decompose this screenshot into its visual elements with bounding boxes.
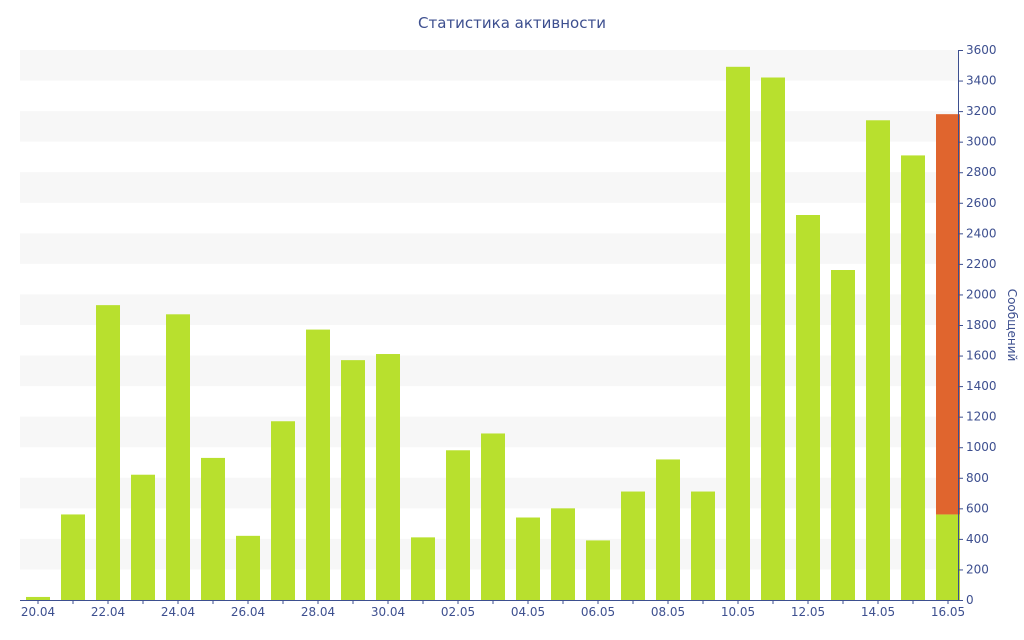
bar-main-26.04 <box>236 536 260 600</box>
bar-main-07.05 <box>621 492 645 600</box>
x-tick-label: 22.04 <box>91 605 125 619</box>
y-tick-label: 800 <box>966 471 989 485</box>
y-tick-label: 3600 <box>966 43 997 57</box>
y-axis: 0 200 400 600 800 1000 1200 1400 1600 1800 2000 220… <box>958 43 997 607</box>
bar-main-11.05 <box>761 78 785 601</box>
bar-main-12.05 <box>796 215 820 600</box>
x-tick-label: 04.05 <box>511 605 545 619</box>
x-tick-label: 30.04 <box>371 605 405 619</box>
bar-main-14.05 <box>866 120 890 600</box>
y-tick-label: 2600 <box>966 196 997 210</box>
bars <box>26 67 960 600</box>
y-tick-label: 2800 <box>966 165 997 179</box>
grid-band <box>20 172 958 203</box>
y-tick-label: 0 <box>966 593 974 607</box>
bar-main-05.05 <box>551 508 575 600</box>
x-tick-label: 28.04 <box>301 605 335 619</box>
y-tick-label: 1400 <box>966 379 997 393</box>
x-tick-label: 26.04 <box>231 605 265 619</box>
bar-main-30.04 <box>376 354 400 600</box>
x-tick-label: 06.05 <box>581 605 615 619</box>
bar-main-02.05 <box>446 450 470 600</box>
y-tick-label: 1000 <box>966 440 997 454</box>
bar-main-22.04 <box>96 305 120 600</box>
x-axis: 20.04 22.04 24.04 26.04 28.04 30.04 02.05 04.05… <box>20 600 965 619</box>
bar-main-24.04 <box>166 314 190 600</box>
bar-main-06.05 <box>586 540 610 600</box>
bar-main-21.04 <box>61 514 85 600</box>
y-tick-label: 200 <box>966 562 989 576</box>
bar-main-23.04 <box>131 475 155 600</box>
y-tick-label: 2000 <box>966 287 997 301</box>
bar-extra-16.05 <box>936 114 960 514</box>
grid-band <box>20 50 958 81</box>
x-tick-label: 02.05 <box>441 605 475 619</box>
bar-main-04.05 <box>516 518 540 601</box>
y-tick-label: 2200 <box>966 257 997 271</box>
y-tick-label: 2400 <box>966 226 997 240</box>
bar-main-29.04 <box>341 360 365 600</box>
x-tick-label: 24.04 <box>161 605 195 619</box>
x-tick-label: 14.05 <box>861 605 895 619</box>
bar-main-10.05 <box>726 67 750 600</box>
y-tick-label: 1200 <box>966 410 997 424</box>
bar-main-15.05 <box>901 155 925 600</box>
bar-main-03.05 <box>481 433 505 600</box>
y-tick-label: 400 <box>966 532 989 546</box>
y-tick-label: 3400 <box>966 74 997 88</box>
y-axis-title: Сообщений <box>1005 289 1019 362</box>
x-tick-label: 16.05 <box>931 605 965 619</box>
y-tick-label: 1600 <box>966 349 997 363</box>
x-tick-label: 12.05 <box>791 605 825 619</box>
bar-main-27.04 <box>271 421 295 600</box>
bar-main-16.05 <box>936 514 960 600</box>
bar-main-08.05 <box>656 459 680 600</box>
grid-band <box>20 111 958 142</box>
bar-main-28.04 <box>306 330 330 600</box>
y-tick-label: 1800 <box>966 318 997 332</box>
bar-main-09.05 <box>691 492 715 600</box>
bar-main-01.05 <box>411 537 435 600</box>
bar-main-20.04 <box>26 597 50 600</box>
bar-main-25.04 <box>201 458 225 600</box>
y-tick-label: 3000 <box>966 135 997 149</box>
x-tick-label: 20.04 <box>21 605 55 619</box>
y-tick-label: 600 <box>966 501 989 515</box>
bar-main-13.05 <box>831 270 855 600</box>
x-tick-label: 10.05 <box>721 605 755 619</box>
x-tick-label: 08.05 <box>651 605 685 619</box>
y-tick-label: 3200 <box>966 104 997 118</box>
